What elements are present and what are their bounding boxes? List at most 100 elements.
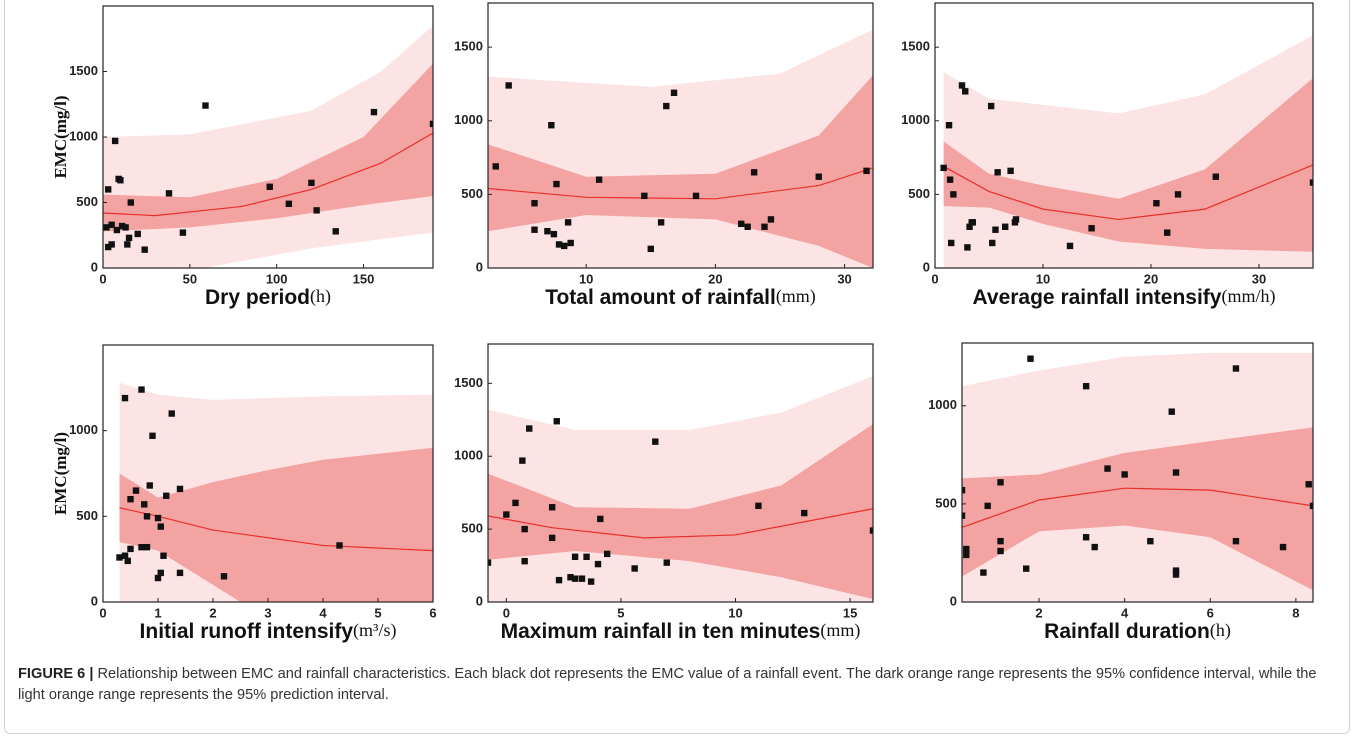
data-point (548, 121, 555, 129)
y-axis-label: EMC(mg/l) (51, 95, 70, 178)
data-point (146, 482, 153, 489)
plot-area (116, 382, 433, 602)
x-axis-label: Maximum rainfall in ten minutes(mm) (501, 620, 861, 643)
data-point (1305, 481, 1312, 488)
data-point (946, 176, 954, 183)
x-axis-unit: (mm) (776, 286, 816, 307)
plot-area (940, 35, 1313, 268)
data-point (176, 485, 184, 493)
data-point (176, 569, 184, 577)
x-axis-unit: (mm) (820, 620, 860, 641)
x-tick-label: 150 (353, 271, 375, 286)
plot-area (962, 352, 1313, 602)
y-tick-label: 1000 (454, 448, 483, 463)
x-tick-label: 0 (99, 605, 106, 620)
x-tick-label: 4 (319, 605, 327, 620)
fit-line (103, 132, 433, 217)
x-axis-unit: (mm/h) (1221, 286, 1275, 307)
data-point (179, 229, 187, 236)
data-point (994, 169, 1001, 176)
x-tick-label: 20 (708, 271, 722, 286)
fit-line (488, 508, 873, 539)
confidence-band (103, 63, 433, 232)
data-point (940, 164, 947, 172)
data-point (692, 192, 700, 200)
data-point (1232, 365, 1240, 372)
data-point (105, 186, 112, 193)
y-tick-label: 0 (923, 259, 930, 274)
data-point (1212, 173, 1219, 180)
x-axis-label: Dry period(h) (205, 286, 331, 309)
y-tick-label: 1000 (454, 112, 483, 127)
confidence-band (943, 78, 1313, 252)
y-tick-label: 0 (476, 593, 483, 608)
data-point (997, 537, 1004, 545)
data-point (157, 523, 164, 530)
data-point (631, 565, 638, 572)
data-point (127, 199, 134, 206)
data-point (488, 559, 492, 566)
data-point (980, 569, 987, 576)
data-point (143, 543, 151, 551)
data-point (761, 223, 768, 230)
data-point (963, 545, 970, 553)
data-point (149, 432, 156, 440)
data-point (105, 243, 112, 251)
data-point (1088, 225, 1095, 232)
y-tick-label: 500 (76, 194, 98, 209)
x-tick-label: 100 (266, 271, 288, 286)
fit-line (488, 167, 873, 200)
x-tick-label: 0 (931, 271, 938, 286)
axes-frame (487, 2, 874, 269)
data-point (583, 553, 590, 561)
data-point (801, 509, 808, 517)
x-tick-label: 50 (183, 271, 197, 286)
data-point (544, 227, 551, 235)
panel: 0 500 1000 1500 0 50 100 150 Dry period(h) EMC(mg… (51, 5, 434, 309)
y-tick-label: 500 (461, 186, 483, 201)
data-point (744, 223, 751, 230)
data-point (512, 499, 519, 507)
y-tick-label: 1500 (454, 39, 483, 54)
x-axis-label: Total amount of rainfall(mm) (545, 286, 816, 309)
data-point (555, 241, 563, 248)
data-point (103, 224, 110, 231)
data-point (116, 554, 123, 561)
data-point (332, 228, 339, 235)
x-tick-label: 4 (1121, 605, 1129, 620)
data-point (531, 226, 538, 233)
data-point (948, 239, 955, 247)
data-point (750, 169, 758, 176)
data-point (163, 492, 170, 499)
x-tick-label: 5 (374, 605, 381, 620)
data-point (521, 525, 528, 533)
data-point (966, 223, 973, 230)
data-point (1279, 543, 1287, 551)
data-point (1082, 382, 1090, 390)
data-point (578, 575, 586, 582)
y-tick-label: 1500 (69, 63, 98, 78)
data-point (492, 163, 499, 170)
data-point (738, 220, 745, 228)
data-point (121, 552, 129, 559)
data-point (108, 221, 115, 228)
data-point (755, 502, 762, 509)
y-tick-label: 0 (950, 593, 957, 608)
data-point (503, 511, 510, 518)
data-point (561, 242, 568, 250)
x-tick-label: 0 (503, 605, 510, 620)
data-point (663, 559, 670, 566)
data-point (160, 552, 167, 559)
y-tick-label: 500 (908, 186, 930, 201)
data-point (202, 102, 209, 109)
x-axis-label: Average rainfall intensify(mm/h) (973, 286, 1276, 309)
data-point (1164, 229, 1171, 236)
y-tick-label: 500 (461, 521, 483, 536)
data-point (141, 501, 148, 508)
data-point (168, 410, 175, 417)
data-point (124, 241, 131, 248)
data-point (220, 573, 228, 580)
data-point (1012, 216, 1020, 223)
